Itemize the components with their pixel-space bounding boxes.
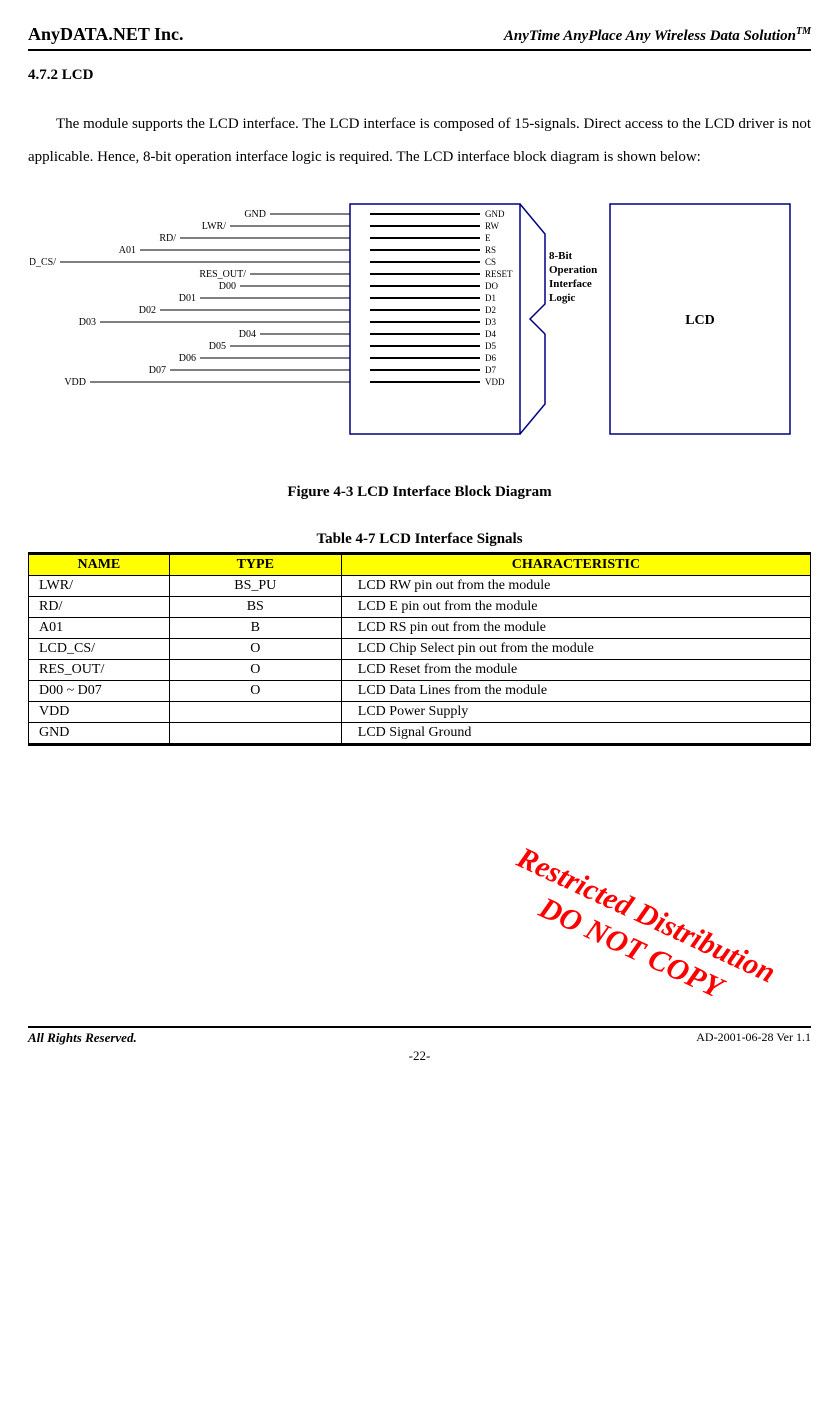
cell-char: LCD Data Lines from the module xyxy=(341,681,810,702)
company-name: AnyDATA.NET Inc. xyxy=(28,24,184,45)
page-header: AnyDATA.NET Inc. AnyTime AnyPlace Any Wi… xyxy=(28,24,811,51)
svg-text:RESET: RESET xyxy=(485,269,513,279)
cell-type: O xyxy=(169,639,341,660)
svg-text:CS: CS xyxy=(485,257,496,267)
diagram-svg: GND GND LWR/RW RD/E A01 RS LCD_CS/CS RES_OUT/RE… xyxy=(30,194,810,454)
svg-text:Operation: Operation xyxy=(549,264,597,276)
svg-text:D07: D07 xyxy=(148,365,165,376)
block-diagram: GND GND LWR/RW RD/E A01 RS LCD_CS/CS RES_OUT/RE… xyxy=(28,194,811,454)
cell-type: O xyxy=(169,660,341,681)
watermark-line2: DO NOT COPY xyxy=(496,873,766,1024)
table-row: LWR/BS_PULCD RW pin out from the module xyxy=(29,576,811,597)
cell-name: RES_OUT/ xyxy=(29,660,170,681)
svg-text:Interface: Interface xyxy=(549,278,592,290)
svg-text:D6: D6 xyxy=(485,353,496,363)
figure-caption: Figure 4-3 LCD Interface Block Diagram xyxy=(28,484,811,501)
svg-text:VDD: VDD xyxy=(64,377,86,388)
table-row: LCD_CS/OLCD Chip Select pin out from the… xyxy=(29,639,811,660)
cell-type xyxy=(169,723,341,744)
col-header-char: CHARACTERISTIC xyxy=(341,555,810,576)
table-caption: Table 4-7 LCD Interface Signals xyxy=(28,531,811,548)
svg-text:D7: D7 xyxy=(485,365,496,375)
svg-text:D5: D5 xyxy=(485,341,496,351)
signals-table-wrap: NAME TYPE CHARACTERISTIC LWR/BS_PULCD RW… xyxy=(28,552,811,746)
col-header-type: TYPE xyxy=(169,555,341,576)
col-header-name: NAME xyxy=(29,555,170,576)
footer-right: AD-2001-06-28 Ver 1.1 xyxy=(696,1030,811,1046)
cell-char: LCD Signal Ground xyxy=(341,723,810,744)
cell-name: D00 ~ D07 xyxy=(29,681,170,702)
cell-name: LWR/ xyxy=(29,576,170,597)
svg-text:VDD: VDD xyxy=(485,377,505,387)
section-title: 4.7.2 LCD xyxy=(28,67,811,84)
svg-text:D02: D02 xyxy=(138,305,155,316)
cell-type: BS xyxy=(169,597,341,618)
signals-table: NAME TYPE CHARACTERISTIC LWR/BS_PULCD RW… xyxy=(28,554,811,744)
table-row: GND LCD Signal Ground xyxy=(29,723,811,744)
cell-name: LCD_CS/ xyxy=(29,639,170,660)
svg-text:DO: DO xyxy=(485,281,498,291)
svg-text:LWR/: LWR/ xyxy=(201,221,225,232)
svg-text:A01: A01 xyxy=(118,245,135,256)
table-row: RES_OUT/OLCD Reset from the module xyxy=(29,660,811,681)
svg-text:LCD: LCD xyxy=(685,313,715,328)
svg-text:Logic: Logic xyxy=(549,292,575,304)
cell-type: O xyxy=(169,681,341,702)
svg-text:E: E xyxy=(485,233,491,243)
cell-type: B xyxy=(169,618,341,639)
tagline: AnyTime AnyPlace Any Wireless Data Solut… xyxy=(504,26,811,45)
body-paragraph: The module supports the LCD interface. T… xyxy=(28,108,811,174)
svg-text:RS: RS xyxy=(485,245,496,255)
watermark-line1: Restricted Distribution xyxy=(511,840,781,991)
cell-name: VDD xyxy=(29,702,170,723)
cell-name: RD/ xyxy=(29,597,170,618)
tagline-tm: TM xyxy=(796,26,811,37)
svg-text:D4: D4 xyxy=(485,329,496,339)
footer-left: All Rights Reserved. xyxy=(28,1030,137,1046)
svg-text:RES_OUT/: RES_OUT/ xyxy=(199,269,246,280)
svg-text:GND: GND xyxy=(485,209,505,219)
svg-text:D2: D2 xyxy=(485,305,496,315)
svg-text:D03: D03 xyxy=(78,317,95,328)
cell-type xyxy=(169,702,341,723)
svg-text:D06: D06 xyxy=(178,353,195,364)
table-row: RD/BSLCD E pin out from the module xyxy=(29,597,811,618)
tagline-main: AnyTime AnyPlace Any Wireless Data Solut… xyxy=(504,28,796,44)
cell-name: A01 xyxy=(29,618,170,639)
table-header-row: NAME TYPE CHARACTERISTIC xyxy=(29,555,811,576)
svg-text:LCD_CS/: LCD_CS/ xyxy=(30,257,56,268)
cell-char: LCD Chip Select pin out from the module xyxy=(341,639,810,660)
svg-text:D01: D01 xyxy=(178,293,195,304)
page-number: -22- xyxy=(28,1048,811,1064)
svg-text:GND: GND xyxy=(244,209,266,220)
svg-text:D3: D3 xyxy=(485,317,496,327)
table-row: D00 ~ D07OLCD Data Lines from the module xyxy=(29,681,811,702)
svg-text:RW: RW xyxy=(485,221,500,231)
svg-text:D04: D04 xyxy=(238,329,255,340)
svg-text:8-Bit: 8-Bit xyxy=(549,250,573,262)
cell-char: LCD Power Supply xyxy=(341,702,810,723)
table-row: VDD LCD Power Supply xyxy=(29,702,811,723)
cell-char: LCD Reset from the module xyxy=(341,660,810,681)
cell-char: LCD RS pin out from the module xyxy=(341,618,810,639)
svg-text:D1: D1 xyxy=(485,293,496,303)
svg-text:D00: D00 xyxy=(218,281,235,292)
svg-text:RD/: RD/ xyxy=(159,233,176,244)
table-row: A01BLCD RS pin out from the module xyxy=(29,618,811,639)
watermark: Restricted Distribution DO NOT COPY xyxy=(496,840,781,1024)
cell-name: GND xyxy=(29,723,170,744)
svg-text:D05: D05 xyxy=(208,341,225,352)
cell-char: LCD E pin out from the module xyxy=(341,597,810,618)
page-footer: All Rights Reserved. AD-2001-06-28 Ver 1… xyxy=(28,1026,811,1046)
cell-char: LCD RW pin out from the module xyxy=(341,576,810,597)
cell-type: BS_PU xyxy=(169,576,341,597)
body-text: The module supports the LCD interface. T… xyxy=(28,116,811,165)
